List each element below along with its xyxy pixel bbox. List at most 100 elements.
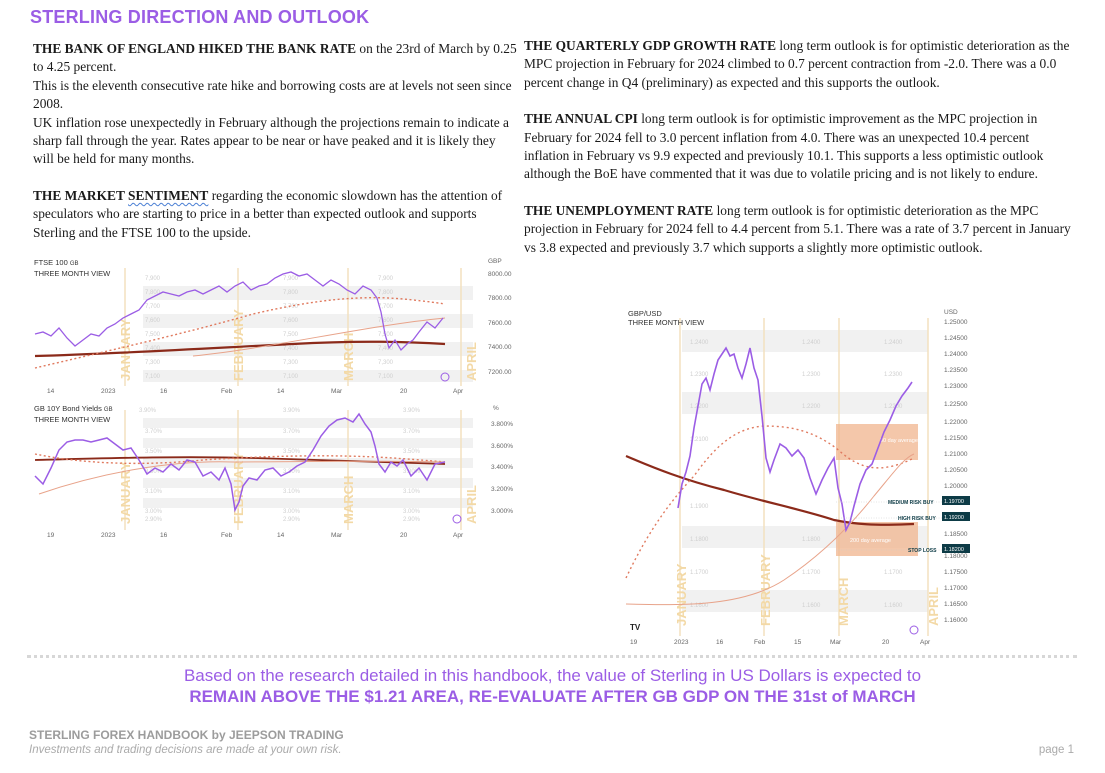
gilt-x-tick: 14 xyxy=(277,532,285,539)
ftse-month-january: JANUARY xyxy=(118,318,133,381)
gbpusd-y-tick: 1.23500 xyxy=(944,367,968,374)
gbpusd-grid-tag: 1.2300 xyxy=(802,372,821,378)
gilt-50-day-average xyxy=(34,453,446,465)
gbpusd-50-day-zone-label: 50 day average xyxy=(880,438,918,444)
gilt-x-tick: 20 xyxy=(400,532,408,539)
gilt-yields-chart-svg: JANUARY FEBRUARY MARCH APRIL 3.90% 3.90%… xyxy=(34,405,513,539)
gbpusd-month-january: JANUARY xyxy=(674,563,689,626)
gbpusd-x-tick: 15 xyxy=(794,639,802,646)
gbpusd-y-tick: 1.21500 xyxy=(944,435,968,442)
ftse-grid-tag: 7,900 xyxy=(378,276,394,282)
ftse-chart-title: FTSE 100 GB THREE MONTH VIEW xyxy=(34,258,111,278)
gbpusd-grid-tag: 1.2400 xyxy=(884,340,903,346)
gilt-grid-tags: 3.90% 3.90% 3.90% 3.70% 3.70% 3.70% 3.50… xyxy=(139,408,421,523)
boe-body: on the 23rd of March by 0.25 to 4.25 per… xyxy=(33,41,517,75)
cpi-paragraph: THE ANNUAL CPI long term outlook is for … xyxy=(524,110,1072,184)
gilt-x-tick: Apr xyxy=(453,532,464,539)
gilt-grid-tag: 3.50% xyxy=(403,449,421,455)
gilt-grid-tag: 3.30% xyxy=(145,469,163,475)
gilt-grid-tag: 2.90% xyxy=(283,517,301,523)
ftse-grid-tag: 7,900 xyxy=(145,276,161,282)
sentiment-paragraph: THE MARKET SENTIMENT regarding the econo… xyxy=(33,187,519,242)
ftse-month-february: FEBRUARY xyxy=(231,309,246,381)
conclusion: Based on the research detailed in this h… xyxy=(0,666,1105,707)
gbpusd-y-tick: 1.24000 xyxy=(944,351,968,358)
sentiment-lead-a: THE MARKET xyxy=(33,187,128,203)
gilt-grid-tag: 3.00% xyxy=(145,509,163,515)
ftse-grid-tag: 7,300 xyxy=(378,360,394,366)
ftse-chart: JANUARY FEBRUARY MARCH APRIL 7,900 7,900… xyxy=(33,256,521,399)
gilt-grid-tag: 3.10% xyxy=(403,489,421,495)
unemployment-body: long term outlook is for optimistic dete… xyxy=(524,202,1071,255)
ftse-grid-tag: 7,800 xyxy=(283,290,299,296)
gbpusd-chart: JANUARY FEBRUARY MARCH APRIL 1.2400 1.24… xyxy=(624,308,976,648)
ftse-x-tick: Apr xyxy=(453,388,464,395)
ftse-grid-tag: 7,500 xyxy=(145,332,161,338)
ftse-x-axis: 14 2023 16 Feb 14 Mar 20 Apr xyxy=(47,388,464,395)
gbpusd-x-axis: 19 2023 16 Feb 15 Mar 20 Apr xyxy=(630,639,931,646)
high-risk-buy-label: HIGH RISK BUY xyxy=(898,516,936,522)
ftse-currency-label: GBP xyxy=(488,258,502,265)
gilt-month-january: JANUARY xyxy=(118,461,133,524)
gilt-x-tick: 16 xyxy=(160,532,168,539)
ftse-grid-tag: 7,800 xyxy=(145,290,161,296)
gilt-bands xyxy=(143,418,473,508)
gilt-200-day-average xyxy=(34,456,446,465)
gbpusd-200-day-zone-label: 200 day average xyxy=(850,538,891,544)
gdp-lead: THE QUARTERLY GDP GROWTH RATE xyxy=(524,38,777,53)
ftse-grid-tag: 7,700 xyxy=(283,304,299,310)
ftse-x-tick: Feb xyxy=(221,388,233,395)
gbpusd-trend-line xyxy=(625,453,915,606)
gbpusd-grid-tag: 1.2100 xyxy=(690,437,709,443)
gilt-grid-tag: 3.00% xyxy=(283,509,301,515)
ftse-grid-tag: 7,400 xyxy=(145,346,161,352)
gilt-month-lines xyxy=(124,410,462,530)
gilt-x-tick: 19 xyxy=(47,532,55,539)
gilt-grid-tag: 3.70% xyxy=(283,429,301,435)
boe-lead: THE BANK OF ENGLAND HIKED THE BANK RATE xyxy=(33,41,357,56)
gbpusd-grid-tag: 1.2300 xyxy=(690,372,709,378)
ftse-x-tick: 14 xyxy=(277,388,285,395)
gilt-y-tick: 3.600% xyxy=(491,443,513,450)
gdp-body: long term outlook is for optimistic dete… xyxy=(524,38,1070,90)
unemployment-lead: THE UNEMPLOYMENT RATE xyxy=(524,202,714,218)
gbpusd-month-tags: JANUARY FEBRUARY MARCH APRIL xyxy=(674,554,941,626)
gbpusd-y-tick: 1.17000 xyxy=(944,585,968,592)
gbpusd-grid-tag: 1.1600 xyxy=(802,603,821,609)
gbpusd-x-tick: 19 xyxy=(630,639,638,646)
gilt-grid-tag: 2.90% xyxy=(145,517,163,523)
ftse-grid-tag: 7,700 xyxy=(145,304,161,310)
gilt-watermark-icon xyxy=(452,514,462,524)
gilt-grid-tag: 3.70% xyxy=(145,429,163,435)
gbpusd-month-march: MARCH xyxy=(836,578,851,626)
medium-risk-buy-value: 1.19700 xyxy=(944,499,964,505)
tradingview-logo-icon: TV xyxy=(630,623,641,632)
conclusion-line-1: Based on the research detailed in this h… xyxy=(183,666,922,685)
gbpusd-grid-tag: 1.1700 xyxy=(884,570,903,576)
ftse-grid-tag: 7,600 xyxy=(378,318,394,324)
gilt-month-april: APRIL xyxy=(464,485,479,524)
gbpusd-200-day-zone xyxy=(836,522,918,556)
gilt-yields-chart: JANUARY FEBRUARY MARCH APRIL 3.90% 3.90%… xyxy=(33,402,521,542)
gbpusd-grid-tag: 1.1900 xyxy=(690,504,709,510)
gilt-grid-tag: 3.90% xyxy=(283,408,301,414)
ftse-y-tick: 7600.00 xyxy=(488,320,512,327)
gbpusd-grid-tag: 1.2400 xyxy=(802,340,821,346)
ftse-grid-tag: 7,500 xyxy=(283,332,299,338)
gilt-y-tick: 3.000% xyxy=(491,508,513,515)
gilt-grid-tag: 3.00% xyxy=(403,509,421,515)
ftse-grid-tag: 7,600 xyxy=(283,318,299,324)
gilt-grid-tag: 3.70% xyxy=(403,429,421,435)
gilt-yield-line xyxy=(34,412,446,513)
ftse-month-tags: JANUARY FEBRUARY MARCH APRIL xyxy=(118,309,479,381)
ftse-price-line xyxy=(34,271,444,352)
gilt-month-march: MARCH xyxy=(341,476,356,524)
high-risk-buy-badge xyxy=(942,512,970,521)
gdp-paragraph: THE QUARTERLY GDP GROWTH RATE long term … xyxy=(524,37,1072,92)
gbpusd-y-tick: 1.18000 xyxy=(944,553,968,560)
boe-line-3: UK inflation rose unexpectedly in Februa… xyxy=(33,114,509,167)
gbpusd-grid-tag: 1.2200 xyxy=(884,404,903,410)
gilt-grid-tag: 3.30% xyxy=(403,469,421,475)
gbpusd-x-tick: 2023 xyxy=(674,639,689,646)
gbpusd-grid-tag: 1.1800 xyxy=(690,537,709,543)
